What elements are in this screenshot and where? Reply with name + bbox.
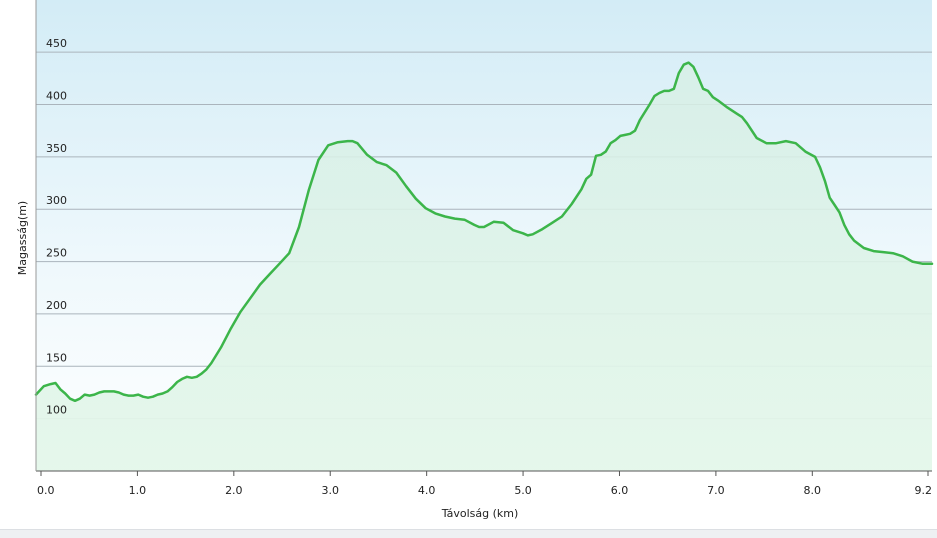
x-tick-label-0.0: 0.0 [37,484,55,497]
x-tick-label-3.0: 3.0 [321,484,339,497]
footer-strip [0,529,937,538]
y-axis-title: Magasság(m) [16,201,29,275]
x-tick-label-1.0: 1.0 [129,484,147,497]
y-tick-label-200: 200 [46,299,67,312]
y-tick-label-100: 100 [46,404,67,417]
x-tick-label-9.2: 9.2 [915,484,933,497]
y-tick-label-250: 250 [46,247,67,260]
x-tick-label-7.0: 7.0 [707,484,725,497]
y-axis-ticks: 100 150 200 250 300 350 400 450 [46,37,67,417]
y-tick-label-350: 350 [46,142,67,155]
x-tick-label-4.0: 4.0 [418,484,436,497]
x-axis-title: Távolság (km) [441,507,519,520]
y-tick-label-400: 400 [46,90,67,103]
y-tick-label-300: 300 [46,194,67,207]
x-tick-label-2.0: 2.0 [225,484,243,497]
y-tick-label-150: 150 [46,351,67,364]
y-tick-label-450: 450 [46,37,67,50]
x-tick-label-5.0: 5.0 [514,484,532,497]
x-tick-label-6.0: 6.0 [611,484,629,497]
x-axis-ticks: 0.0 1.0 2.0 3.0 4.0 5.0 6.0 7.0 8.0 9.2 [37,471,932,497]
x-tick-label-8.0: 8.0 [804,484,822,497]
elevation-area [36,62,932,471]
elevation-line [34,61,934,403]
